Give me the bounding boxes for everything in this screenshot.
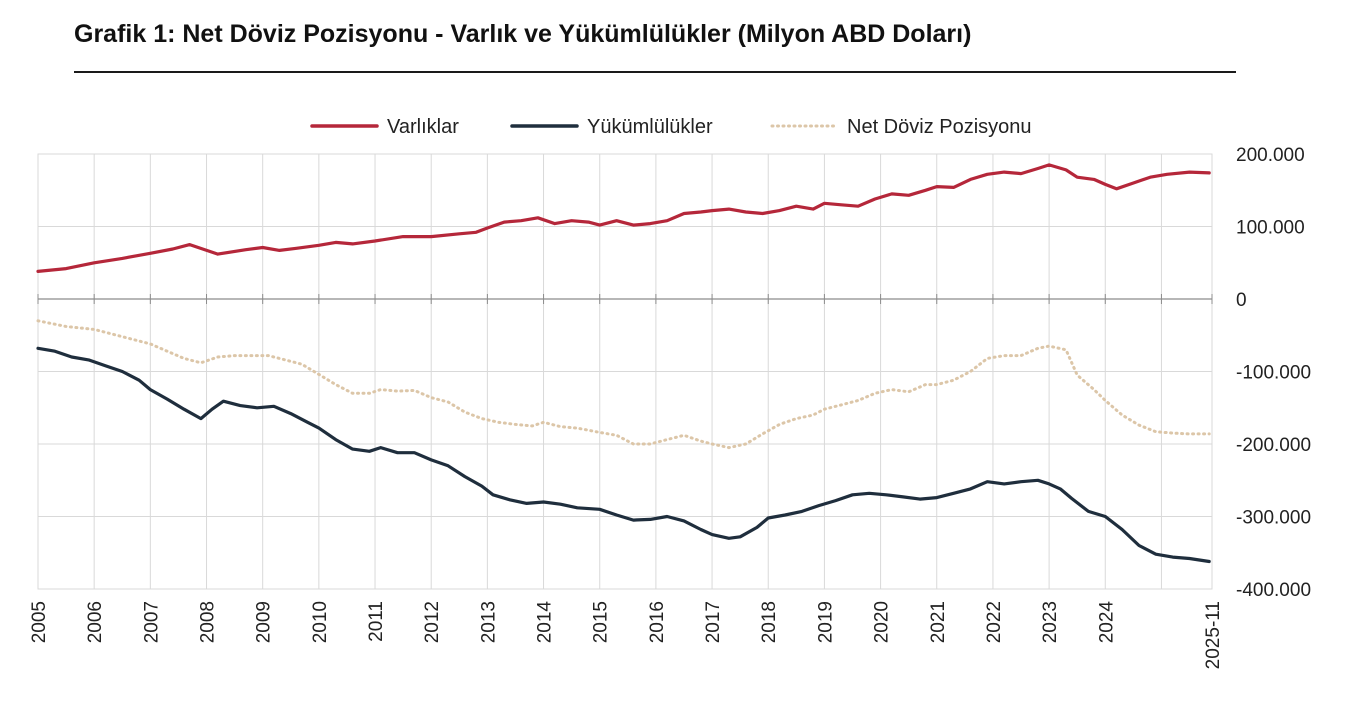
x-tick-label: 2014 [535,601,556,644]
series-line-y-k-ml-l-kler [36,346,1211,564]
x-tick-label: 2017 [703,601,724,643]
x-tick-label: 2005 [29,601,50,643]
x-tick-label: 2021 [928,601,949,643]
x-tick-label: 2010 [310,601,331,643]
x-tick-label: 2009 [254,601,275,643]
legend-label: Yükümlülükler [587,116,713,138]
x-tick-label: 2007 [141,601,162,643]
y-tick-label: 200.000 [1236,145,1305,166]
series-line-varl-klar [36,163,1211,273]
y-tick-label: -100.000 [1236,363,1311,384]
x-tick-label: 2012 [422,601,443,643]
x-tick-label: 2008 [198,601,219,643]
legend: Varlıklar Yükümlülükler Net Döviz Pozisyon… [310,116,1032,138]
x-tick-label: 2019 [815,601,836,643]
x-tick-label: 2011 [366,601,387,642]
series-lines [36,163,1211,564]
x-tick-label: 2016 [647,601,668,643]
y-tick-label: -300.000 [1236,508,1311,529]
chart-title: Grafik 1: Net Döviz Pozisyonu - Varlık v… [74,20,972,48]
title-divider [74,71,1236,73]
grid-lines [37,153,1213,590]
x-tick-label: 2013 [478,601,499,643]
x-tick-label: 2024 [1096,601,1117,644]
series-line-net-d-viz-pozisyonu [36,319,1211,450]
x-tick-label: 2006 [85,601,106,643]
x-tick-label: 2015 [591,601,612,643]
x-tick-label: 2025-11 [1203,601,1224,669]
y-tick-label: -400.000 [1236,580,1311,601]
legend-label: Varlıklar [387,116,459,138]
x-tick-label: 2023 [1040,601,1061,643]
y-tick-label: 0 [1236,290,1247,311]
y-tick-label: -200.000 [1236,435,1311,456]
x-tick-label: 2020 [872,601,893,643]
x-tick-label: 2018 [759,601,780,643]
y-tick-label: 100.000 [1236,218,1305,239]
x-axis-ticks: 2005 2006 2007 2008 2009 2010 2011 2012 2013 2014… [29,601,1224,670]
zero-axis [37,294,1213,304]
legend-label: Net Döviz Pozisyonu [847,116,1032,138]
x-tick-label: 2022 [984,601,1005,643]
y-axis-ticks: 200.000 100.000 0 -100.000 -200.000 -300.000 -… [1236,145,1311,601]
